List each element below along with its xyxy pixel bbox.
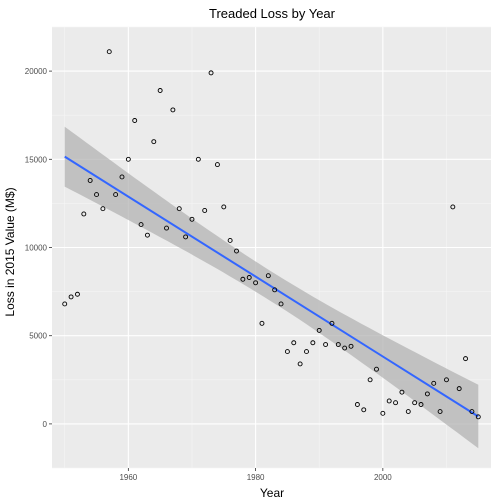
data-point	[144, 232, 150, 238]
data-point	[342, 345, 348, 351]
data-point	[125, 156, 131, 162]
x-tick-label: 2000	[374, 473, 392, 482]
data-point	[170, 107, 176, 113]
data-point	[208, 70, 214, 76]
data-point	[329, 320, 335, 326]
y-axis-title: Loss in 2015 Value (M$)	[3, 187, 17, 316]
data-point	[246, 275, 252, 280]
data-point	[469, 409, 475, 415]
data-point	[405, 409, 411, 415]
data-point	[291, 340, 297, 346]
data-point	[195, 156, 201, 162]
x-tick-label: 1960	[119, 473, 137, 482]
data-point	[424, 391, 430, 397]
data-point	[335, 342, 341, 347]
data-point	[374, 366, 379, 372]
y-tick-label: 15000	[25, 155, 48, 164]
y-tick-label: 10000	[25, 244, 48, 253]
data-point	[253, 280, 259, 286]
data-point	[304, 349, 309, 355]
data-point	[68, 294, 74, 300]
data-point	[361, 407, 367, 413]
data-point	[227, 237, 233, 243]
x-axis-title: Year	[260, 486, 284, 500]
data-point	[157, 88, 163, 93]
y-tick-label: 20000	[25, 67, 48, 76]
data-point	[297, 361, 303, 367]
x-tick-label: 1980	[247, 473, 265, 482]
data-point	[278, 301, 284, 307]
data-point	[106, 49, 112, 55]
data-point	[272, 287, 278, 293]
data-point	[240, 276, 246, 282]
data-point	[176, 206, 182, 212]
data-point	[354, 402, 360, 407]
data-point	[450, 204, 456, 210]
data-point	[399, 389, 405, 395]
data-point	[463, 356, 469, 362]
data-point	[183, 234, 189, 240]
data-point	[214, 162, 220, 168]
data-points	[62, 49, 481, 420]
data-point	[393, 400, 399, 406]
data-point	[323, 342, 329, 347]
data-point	[475, 414, 481, 420]
data-point	[380, 410, 386, 416]
data-point	[62, 301, 68, 307]
data-point	[119, 174, 125, 180]
y-tick-label: 5000	[29, 332, 47, 341]
data-point	[265, 273, 271, 279]
data-point	[431, 380, 437, 386]
data-point	[100, 206, 106, 212]
data-point	[456, 386, 462, 392]
data-point	[234, 248, 239, 254]
data-point	[189, 216, 195, 222]
data-point	[444, 377, 449, 383]
data-point	[386, 398, 392, 404]
data-point	[113, 192, 119, 198]
data-point	[151, 139, 157, 145]
data-point	[74, 291, 80, 297]
y-tick-label: 0	[43, 420, 48, 429]
data-point	[81, 211, 87, 217]
data-point	[412, 400, 418, 406]
data-point	[310, 340, 316, 346]
trend-line-group	[64, 155, 479, 418]
data-point	[348, 343, 354, 349]
data-point	[87, 178, 93, 183]
data-point	[94, 192, 99, 198]
data-point	[437, 409, 443, 415]
data-point	[138, 222, 144, 228]
trend-line	[64, 155, 479, 418]
data-point	[202, 208, 208, 213]
data-point	[221, 204, 227, 210]
data-point	[367, 377, 373, 383]
data-point	[259, 320, 265, 326]
chart-title: Treaded Loss by Year	[209, 6, 336, 21]
data-point	[418, 402, 424, 407]
data-point	[284, 349, 290, 355]
data-point	[132, 118, 138, 123]
data-point	[316, 327, 322, 333]
data-point	[164, 225, 169, 231]
